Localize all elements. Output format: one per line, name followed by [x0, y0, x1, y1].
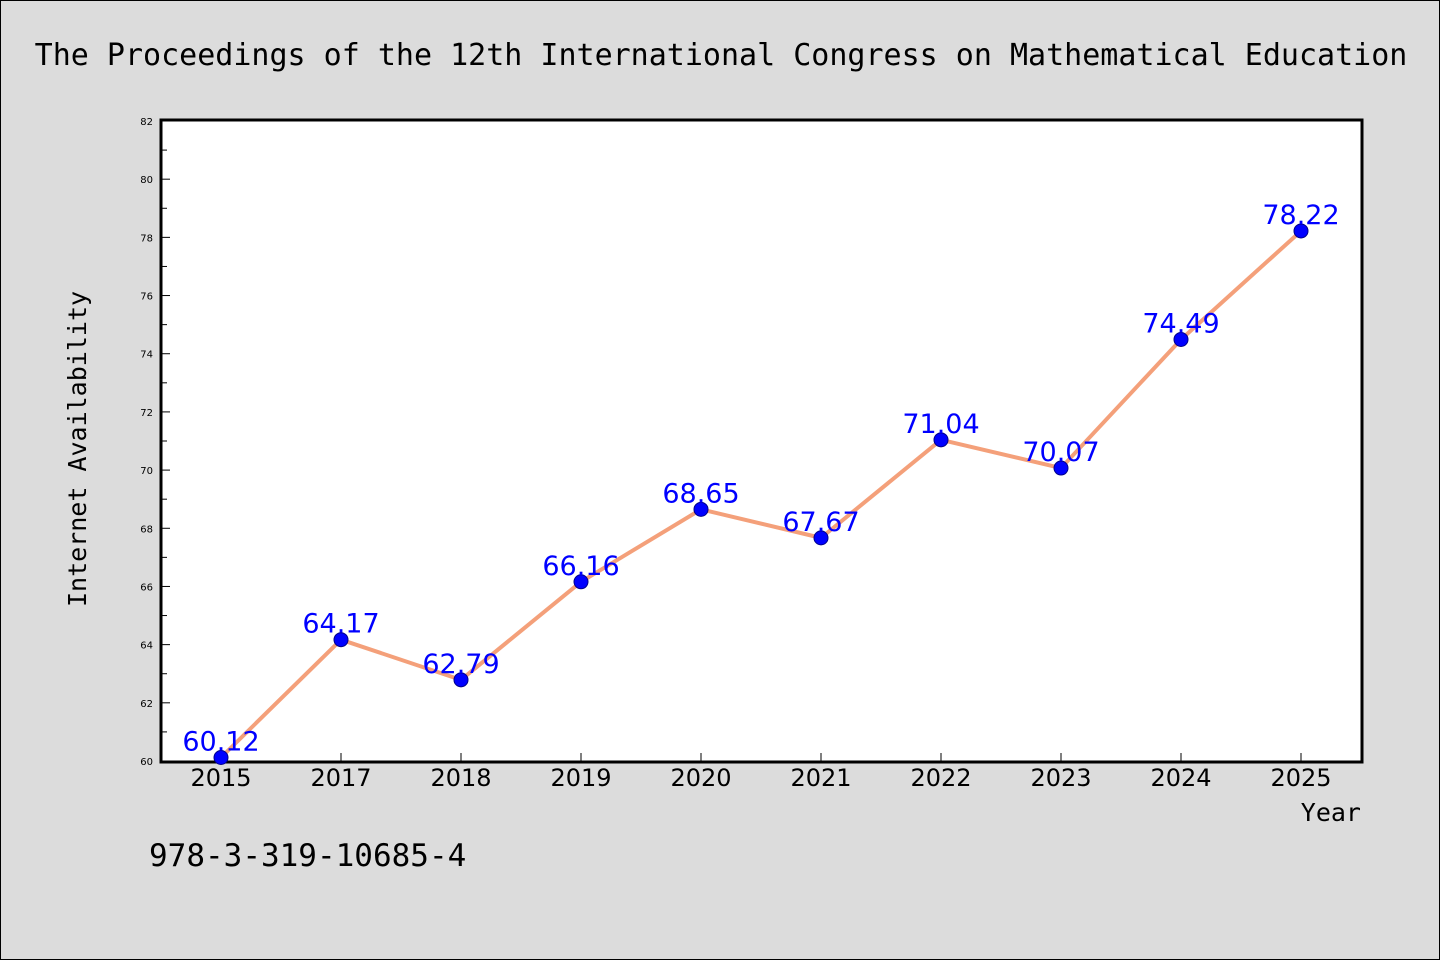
y-tick-label: 60	[140, 757, 153, 768]
y-tick-label: 68	[140, 524, 153, 535]
chart-title: The Proceedings of the 12th Internationa…	[35, 38, 1408, 73]
isbn-text: 978-3-319-10685-4	[149, 838, 466, 874]
x-tick-label: 2025	[1270, 764, 1331, 792]
data-label: 64.17	[302, 609, 379, 640]
y-tick-label: 70	[140, 466, 153, 477]
data-label-group: 60.12 64.17 62.79 66.16 68.65 67.67 71.04 70.07…	[182, 200, 1339, 758]
x-tick-label: 2018	[430, 764, 491, 792]
x-axis-label: Year	[1301, 798, 1361, 827]
data-point-marker	[573, 574, 589, 590]
data-point-marker	[1173, 331, 1189, 347]
y-tick-label: 76	[140, 292, 153, 303]
data-label: 66.16	[542, 551, 619, 582]
y-tick-label: 80	[140, 175, 153, 186]
data-label: 70.07	[1022, 437, 1099, 468]
y-axis: 60 62 64 66 68 70 72 74 76 78 80 82	[140, 117, 170, 768]
y-tick-label: 66	[140, 582, 153, 593]
data-point-marker	[333, 632, 349, 648]
series-line-group	[213, 223, 1309, 766]
x-tick-label: 2021	[790, 764, 851, 792]
data-point-marker	[1053, 460, 1069, 476]
data-point-marker	[693, 501, 709, 517]
x-tick-label: 2015	[190, 764, 251, 792]
y-tick-label: 72	[140, 408, 153, 419]
data-label: 71.04	[902, 409, 979, 440]
data-point-marker	[933, 432, 949, 448]
y-tick-label: 82	[140, 117, 153, 128]
x-tick-label: 2024	[1150, 764, 1211, 792]
y-tick-label: 64	[140, 641, 153, 652]
y-axis-label: Internet Availability	[63, 291, 92, 607]
data-label: 67.67	[782, 507, 859, 538]
data-point-marker	[213, 750, 229, 766]
data-label: 74.49	[1142, 308, 1219, 339]
plot-area	[159, 118, 1364, 764]
data-point-marker	[1293, 223, 1309, 239]
x-axis: 2015 2017 2018 2019 2020 2021 2022 2023 2024 2025	[190, 753, 1332, 792]
x-tick-label: 2019	[550, 764, 611, 792]
y-tick-label: 62	[140, 699, 153, 710]
x-tick-label: 2023	[1030, 764, 1091, 792]
data-label: 62.79	[422, 649, 499, 680]
y-tick-label: 78	[140, 233, 153, 244]
data-point-marker	[813, 530, 829, 546]
data-label: 78.22	[1262, 200, 1339, 231]
data-label: 68.65	[662, 478, 739, 509]
y-tick-label: 74	[140, 350, 153, 361]
data-label: 60.12	[182, 727, 259, 758]
x-tick-label: 2017	[310, 764, 371, 792]
data-point-marker	[453, 672, 469, 688]
x-tick-label: 2020	[670, 764, 731, 792]
x-tick-label: 2022	[910, 764, 971, 792]
series-line	[219, 228, 1303, 760]
